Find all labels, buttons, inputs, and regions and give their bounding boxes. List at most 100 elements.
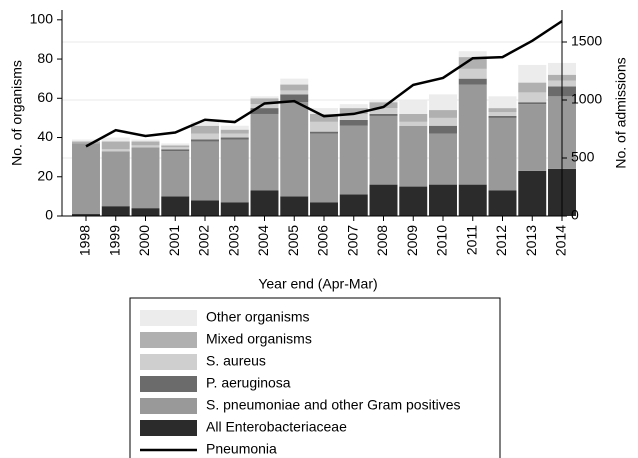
bar-segment [161,145,190,148]
legend-label: S. pneumoniae and other Gram positives [206,397,460,413]
bar-segment [101,151,130,207]
bar-segment [339,108,368,114]
x-tick-label: 2006 [315,225,331,256]
bar-segment [518,170,547,216]
bar-segment [339,194,368,216]
bar-segment [429,125,457,134]
x-tick-label: 2007 [344,225,360,256]
bar-segment [429,133,457,185]
bar-segment [488,96,517,109]
bar-segment [488,117,517,191]
bar-segment [369,113,398,116]
bar-segment [458,51,487,58]
legend-label: Mixed organisms [206,331,312,347]
bar-segment [518,82,547,93]
bar-segment [399,113,428,122]
bar-segment [250,104,279,109]
x-tick-label: 2003 [225,225,241,256]
bar-segment [518,64,547,83]
bar-segment [191,133,219,140]
bar-segment [369,100,398,103]
bar-segment [280,84,309,91]
x-tick-label: 1999 [106,225,122,256]
bar-segment [399,121,428,126]
bar-segment [250,98,279,105]
bar-segment [72,143,100,215]
bar-segment [72,214,100,216]
bar-segment [339,113,368,120]
bar-segment [191,139,219,142]
bar-segment [310,202,338,216]
bar-segment [72,139,100,142]
bar-segment [488,112,517,116]
bar-segment [369,184,398,216]
bar-segment [131,145,160,148]
bar-segment [131,139,160,142]
legend-label: Pneumonia [206,441,277,457]
x-tick-label: 1998 [77,225,93,256]
bar-segment [458,57,487,69]
y2-axis-label: No. of admissions [613,57,629,168]
line-series [85,20,563,148]
x-tick-label: 2012 [493,225,509,256]
bar-segment [131,208,160,216]
bar-segment [161,147,190,150]
bar-segment [488,108,517,113]
bar-segment [518,92,547,103]
legend-swatch [140,354,197,370]
bar-segment [72,141,100,144]
x-tick-label: 2014 [553,225,569,256]
bar-segment [310,121,338,132]
x-axis-label: Year end (Apr-Mar) [258,276,377,292]
bar-segment [280,90,309,95]
bar-segment [339,125,368,195]
legend-label: All Enterobacteriaceae [206,419,347,435]
y2-tick-label: 1000 [571,91,602,107]
bar-segment [250,113,279,191]
bar-segment [250,190,279,216]
y-tick-label: 100 [30,11,54,27]
legend-swatch [140,420,197,436]
bar-segment [280,102,309,197]
bar-segment [429,94,457,111]
bar-segment [310,108,338,114]
legend-label: Other organisms [206,309,309,325]
y2-tick-label: 1500 [571,33,602,49]
x-tick-label: 2011 [463,225,479,255]
bar-segment [280,196,309,216]
bar-segment [250,96,279,99]
bar-segment [458,184,487,216]
x-tick-label: 2013 [523,225,539,256]
bar-segment [339,104,368,109]
bar-segment [191,141,219,201]
y-tick-label: 40 [37,128,53,144]
bar-segment [399,100,428,114]
x-tick-label: 2005 [285,225,301,256]
x-tick-label: 2010 [434,225,450,256]
bar-segment [101,206,130,216]
bar-segment [458,78,487,85]
y2-tick-label: 500 [571,149,595,165]
bar-segment [458,84,487,185]
bar-segment [429,117,457,126]
legend-swatch [140,310,197,326]
legend-swatch [140,376,197,392]
bar-segment [429,110,457,118]
legend-swatch [140,332,197,348]
bar-segment [101,149,130,152]
y-axis-label: No. of organisms [9,60,25,166]
y-tick-label: 0 [45,207,53,223]
x-tick-label: 2001 [166,225,182,256]
x-tick-label: 2009 [404,225,420,256]
bar-segment [161,196,190,216]
bar-segment [101,141,130,150]
bar-segment [399,125,428,187]
legend-label: P. aeruginosa [206,375,291,391]
bar-segment [369,115,398,185]
bar-segment [458,68,487,79]
x-tick-label: 2008 [374,225,390,256]
bar-segment [339,119,368,126]
bar-segment [131,141,160,146]
bar-segment [310,133,338,203]
